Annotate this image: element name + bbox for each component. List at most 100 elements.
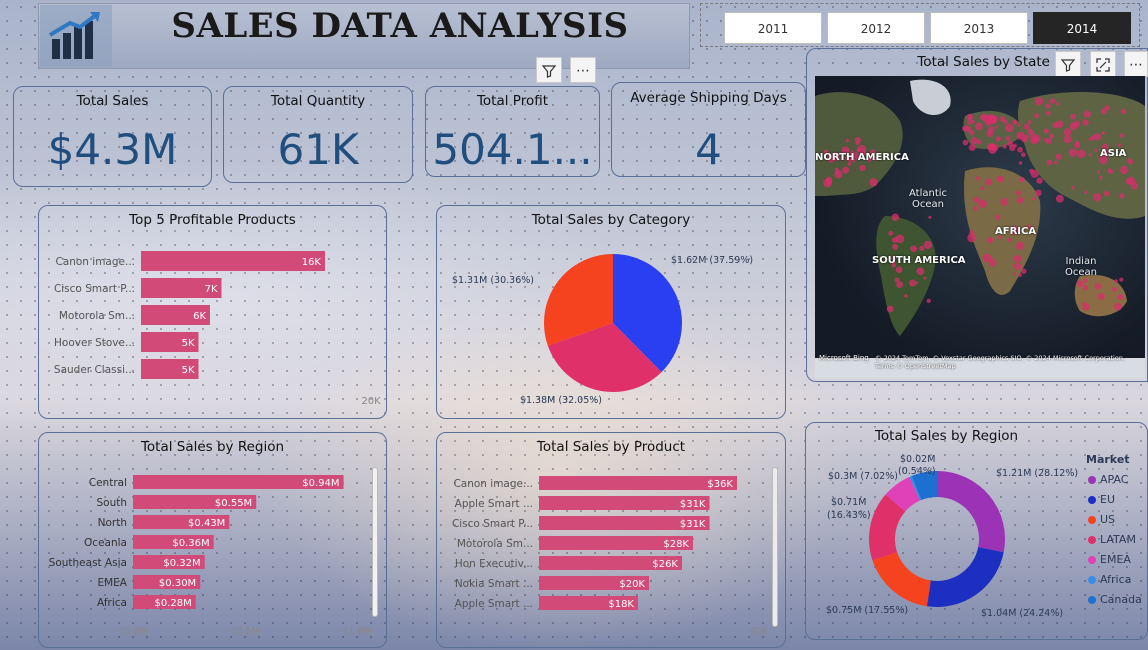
map-attribution[interactable]: © 2024 TomTom, © Vexstar Geographics SIO… (875, 354, 1125, 370)
map-marker[interactable] (1028, 120, 1032, 124)
map-marker[interactable] (1096, 170, 1100, 174)
legend-item[interactable]: APAC (1088, 473, 1128, 486)
map-marker[interactable] (823, 149, 829, 155)
map-marker[interactable] (1035, 97, 1044, 106)
map-marker[interactable] (1043, 128, 1049, 134)
map-marker[interactable] (967, 233, 977, 243)
map-marker[interactable] (915, 281, 919, 285)
map-marker[interactable] (1032, 197, 1036, 201)
map-marker[interactable] (1016, 196, 1024, 204)
map-marker[interactable] (986, 129, 994, 138)
map-marker[interactable] (965, 126, 972, 132)
map-marker[interactable] (1070, 113, 1077, 120)
map-marker[interactable] (970, 137, 978, 145)
map-marker[interactable] (1127, 158, 1132, 163)
map-marker[interactable] (1007, 140, 1014, 147)
map-marker[interactable] (1094, 283, 1102, 290)
map-marker[interactable] (857, 144, 867, 154)
map-marker[interactable] (1045, 138, 1052, 145)
map-marker[interactable] (910, 245, 918, 253)
map-marker[interactable] (904, 294, 908, 298)
year-option-2011[interactable]: 2011 (724, 12, 822, 44)
map-marker[interactable] (1063, 128, 1072, 137)
map-marker[interactable] (1052, 122, 1059, 129)
map-marker[interactable] (1120, 165, 1129, 175)
map-marker[interactable] (859, 164, 866, 172)
map-marker[interactable] (1017, 146, 1023, 153)
map-marker[interactable] (1032, 134, 1041, 144)
map-marker[interactable] (978, 199, 987, 208)
map-marker[interactable] (1010, 225, 1019, 234)
map-marker[interactable] (1017, 123, 1021, 127)
map-marker[interactable] (967, 118, 974, 125)
map-marker[interactable] (1094, 148, 1098, 152)
map-marker[interactable] (1074, 142, 1081, 149)
scrollbar[interactable] (772, 467, 778, 627)
map-marker[interactable] (1104, 104, 1110, 111)
year-option-2013[interactable]: 2013 (930, 12, 1028, 44)
map-marker[interactable] (832, 152, 840, 160)
map-marker[interactable] (908, 279, 917, 287)
map-marker[interactable] (1098, 155, 1108, 165)
map-marker[interactable] (975, 176, 980, 181)
map-marker[interactable] (1015, 190, 1021, 196)
map-marker[interactable] (1031, 132, 1035, 136)
map-marker[interactable] (1013, 254, 1022, 263)
map-marker[interactable] (999, 116, 1006, 122)
filter-icon[interactable] (1055, 51, 1081, 77)
more-options-button[interactable]: ⋯ (570, 57, 596, 83)
map-marker[interactable] (845, 155, 850, 161)
map-marker[interactable] (1098, 175, 1103, 180)
map-marker[interactable] (1092, 192, 1102, 202)
map-marker[interactable] (923, 240, 933, 249)
map-marker[interactable] (845, 138, 850, 143)
map-marker[interactable] (1117, 143, 1122, 147)
map-marker[interactable] (1083, 110, 1091, 118)
map-marker[interactable] (1002, 144, 1007, 149)
map-marker[interactable] (1036, 177, 1043, 184)
map-marker[interactable] (1034, 189, 1042, 197)
map-marker[interactable] (996, 176, 1001, 180)
map-marker[interactable] (1114, 302, 1122, 311)
map-marker[interactable] (1005, 136, 1011, 141)
map-marker[interactable] (995, 125, 999, 129)
map-marker[interactable] (1071, 185, 1075, 190)
map-marker[interactable] (891, 255, 897, 262)
map-marker[interactable] (1111, 286, 1117, 292)
map-marker[interactable] (986, 236, 994, 244)
map-marker[interactable] (896, 281, 904, 289)
map-marker[interactable] (892, 261, 896, 265)
map-marker[interactable] (842, 166, 850, 174)
map-marker[interactable] (869, 149, 876, 156)
map-marker[interactable] (1000, 198, 1009, 206)
map-marker[interactable] (1107, 168, 1112, 173)
map-marker[interactable] (1082, 285, 1089, 291)
map-marker[interactable] (989, 259, 997, 267)
map-marker[interactable] (1119, 193, 1125, 199)
map-marker[interactable] (1126, 176, 1136, 186)
map-marker[interactable] (1103, 190, 1110, 197)
map-marker[interactable] (866, 157, 872, 162)
map-marker[interactable] (892, 243, 899, 250)
map-marker[interactable] (1009, 144, 1016, 152)
legend-item[interactable]: EMEA (1088, 553, 1131, 566)
map-marker[interactable] (1029, 168, 1034, 174)
map-marker[interactable] (1049, 98, 1056, 104)
map-marker[interactable] (891, 213, 900, 221)
map-marker[interactable] (1056, 102, 1060, 106)
focus-mode-icon[interactable] (1090, 51, 1116, 77)
map-marker[interactable] (872, 156, 877, 161)
map-marker[interactable] (1045, 110, 1051, 116)
map-marker[interactable] (847, 162, 852, 166)
map-marker[interactable] (1063, 135, 1072, 144)
map-marker[interactable] (916, 267, 925, 276)
map-marker[interactable] (1117, 294, 1124, 301)
map-marker[interactable] (1076, 149, 1086, 159)
map-marker[interactable] (1046, 159, 1053, 166)
map-marker[interactable] (1069, 122, 1078, 130)
map-marker[interactable] (1018, 273, 1022, 277)
map-marker[interactable] (1119, 277, 1124, 282)
map-marker[interactable] (1016, 134, 1023, 140)
legend-item[interactable]: EU (1088, 493, 1115, 506)
map-marker[interactable] (826, 180, 832, 185)
